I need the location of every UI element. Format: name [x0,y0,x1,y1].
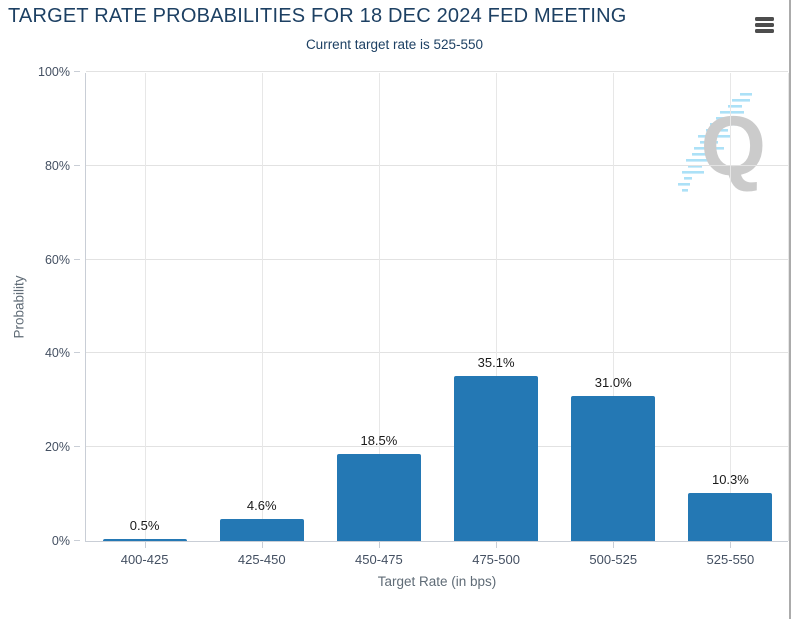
bar-value-label: 4.6% [246,498,277,514]
y-axis-title: Probability [11,275,27,339]
y-axis-tick [74,258,80,260]
y-gridline [86,258,788,260]
x-axis-tick [730,541,732,548]
x-gridline [496,73,498,541]
bar-slot: 4.6% [203,73,320,541]
x-axis-title: Target Rate (in bps) [377,574,497,589]
x-gridline [144,73,146,541]
hamburger-icon [755,29,774,33]
x-axis-tick [261,541,263,548]
hamburger-icon [755,23,774,27]
y-gridline [86,352,788,354]
x-tick-label: 400-425 [120,552,169,567]
bar-value-label: 35.1% [477,355,515,371]
y-tick-label: 80% [44,158,70,173]
y-gridline [86,164,788,166]
x-tick-label: 500-525 [589,552,638,567]
y-gridline [86,446,788,448]
x-axis-tick [496,541,498,548]
y-tick-label: 40% [44,346,70,361]
plot-area: Probability Target Rate (in bps) Q 0% 20%… [12,65,789,589]
x-gridline [613,73,615,541]
hamburger-menu-button[interactable] [755,15,777,35]
x-tick-label: 450-475 [355,552,403,567]
chart-title: TARGET RATE PROBABILITIES FOR 18 DEC 202… [8,5,627,27]
chart-subtitle: Current target rate is 525-550 [305,37,484,52]
bar-value-label: 10.3% [711,471,749,487]
bar-value-label: 31.0% [594,374,632,390]
probability-bar-450-475[interactable] [336,454,421,541]
y-tick-label: 100% [38,65,70,79]
bar-slot: 10.3% [672,73,789,541]
plot-right-border [788,73,789,541]
bar-value-label: 0.5% [129,517,160,533]
y-axis-tick [74,540,80,541]
hamburger-icon [755,17,774,21]
bar-slot: 18.5% [320,73,437,541]
y-tick-label: 20% [44,440,70,455]
y-axis-tick [74,446,80,448]
y-axis-tick [74,164,80,166]
probability-bar-525-550[interactable] [688,492,773,541]
y-gridline [86,71,788,72]
y-tick-label: 0% [51,534,70,548]
x-gridline [261,73,263,541]
x-axis-tick [378,541,380,548]
y-axis-tick [74,71,80,72]
y-axis-tick [74,352,80,354]
x-tick-label: 425-450 [237,552,286,567]
probability-bar-400-425[interactable] [102,538,187,541]
x-axis-tick [144,541,146,548]
x-axis-tick [613,541,615,548]
probability-bar-425-450[interactable] [219,519,304,541]
y-tick-label: 60% [44,252,70,267]
bar-value-label: 18.5% [360,433,398,449]
probability-bar-500-525[interactable] [571,395,656,541]
x-tick-label: 525-550 [706,552,755,567]
x-gridline [378,73,380,541]
x-tick-label: 475-500 [472,552,520,567]
probability-bar-475-500[interactable] [454,376,539,541]
x-gridline [730,73,732,541]
bar-slot: 35.1% [438,73,555,541]
bar-slot: 0.5% [86,73,203,541]
bar-slot: 31.0% [555,73,672,541]
